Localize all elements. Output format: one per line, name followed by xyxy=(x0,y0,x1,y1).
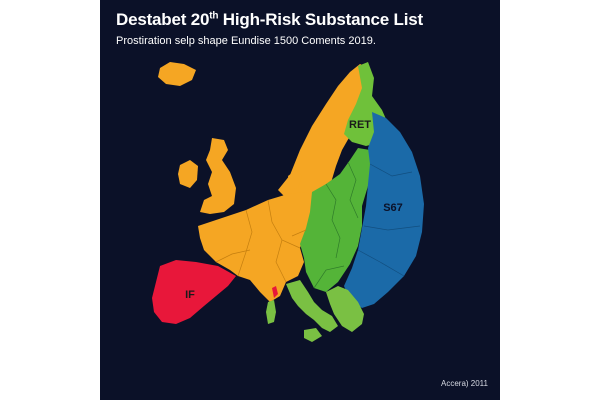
iberia-label: IF xyxy=(185,289,195,301)
east-region[interactable] xyxy=(344,112,424,308)
iberia-region[interactable] xyxy=(152,260,236,324)
iceland-region[interactable] xyxy=(158,62,196,86)
central-eastern-belt-region[interactable] xyxy=(300,148,372,292)
finland-label: RET xyxy=(349,119,371,131)
sicily-region[interactable] xyxy=(304,328,322,342)
europe-map: RET S67 IF xyxy=(152,62,424,342)
italy-region[interactable] xyxy=(286,280,338,332)
ireland-region[interactable] xyxy=(178,160,198,188)
western-central-europe-region[interactable] xyxy=(198,192,316,302)
great-britain-region[interactable] xyxy=(200,138,236,214)
balkans-region[interactable] xyxy=(326,286,364,332)
corsica-region[interactable] xyxy=(272,286,278,298)
scandinavia-region[interactable] xyxy=(278,64,372,206)
map-canvas: Destabet 20th High-Risk Substance List P… xyxy=(100,0,500,400)
country-borders xyxy=(215,199,307,283)
page-title: Destabet 20th High-Risk Substance List xyxy=(116,10,423,29)
russia-borders xyxy=(357,163,421,277)
map-subtitle: Prostiration selp shape Eundise 1500 Com… xyxy=(116,35,376,47)
denmark-region[interactable] xyxy=(288,170,302,190)
map-credit: Accera) 2011 xyxy=(441,379,488,388)
east-label: S67 xyxy=(383,202,403,214)
sardinia-region[interactable] xyxy=(266,300,276,324)
east-borders xyxy=(313,161,359,289)
